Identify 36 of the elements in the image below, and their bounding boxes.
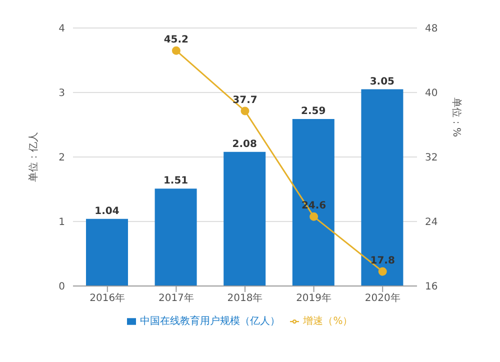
y2-tick-label: 40	[425, 88, 438, 100]
bar	[154, 188, 197, 286]
point	[310, 212, 318, 221]
y2-axis-title: 单位：%	[450, 97, 462, 137]
data-label: 2.59	[301, 106, 326, 117]
bar	[224, 152, 266, 286]
y2-tick-label: 16	[425, 282, 438, 293]
bar	[361, 89, 404, 286]
bar	[292, 118, 334, 286]
y2-tick-label: 24	[425, 217, 438, 228]
y-axis-title: 单位：亿人	[28, 132, 40, 182]
x-tick-label: 2017年	[158, 292, 194, 304]
x-tick-label: 2016年	[90, 292, 126, 304]
y-tick-label: 4	[58, 24, 65, 35]
y-tick-label: 1	[58, 217, 65, 228]
point	[172, 46, 180, 55]
y-tick-label: 0	[58, 282, 65, 293]
data-label: 17.8	[370, 255, 395, 266]
y-tick-label: 3	[58, 88, 65, 100]
data-label: 3.05	[370, 76, 395, 88]
y-tick-label: 2	[58, 152, 65, 164]
x-tick-label: 2019年	[296, 292, 332, 304]
data-label: 1.04	[94, 206, 120, 217]
data-label: 45.2	[164, 34, 189, 46]
x-tick-label: 2018年	[227, 292, 263, 304]
data-label: 2.08	[232, 138, 257, 150]
legend-label: 增速（%）	[303, 316, 353, 327]
y2-tick-label: 48	[425, 24, 438, 35]
y2-tick-label: 32	[425, 152, 438, 164]
bar	[86, 218, 128, 286]
data-label: 37.7	[232, 95, 258, 106]
x-tick-label: 2020年	[364, 292, 400, 304]
point	[378, 267, 387, 276]
legend-label: 中国在线教育用户规模（亿人）	[140, 316, 280, 327]
data-label: 1.51	[163, 176, 188, 187]
point	[240, 106, 250, 116]
